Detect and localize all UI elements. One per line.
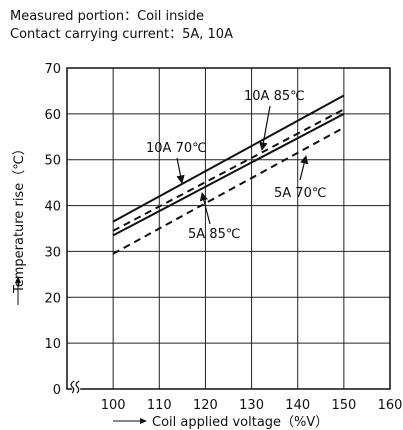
series-label-0: 10A 70℃ (146, 141, 207, 156)
x-axis-label: Coil applied voltage（%V） (152, 415, 328, 430)
y-tick-label: 60 (44, 108, 61, 123)
axis-break-mask (72, 383, 81, 395)
x-tick-label: 100 (101, 398, 126, 413)
series-label-1: 10A 85℃ (244, 89, 305, 104)
y-axis-arrow-head (15, 276, 21, 283)
x-tick-label: 130 (239, 398, 264, 413)
series-line-1 (112, 108, 345, 232)
series-label-3: 5A 85℃ (188, 227, 240, 242)
contact-current-caption: Contact carrying current：5A, 10A (10, 27, 233, 42)
y-tick-label: 30 (44, 245, 61, 260)
y-axis-label: Temperature rise（℃） (12, 142, 27, 294)
x-tick-label: 110 (147, 398, 172, 413)
y-tick-label: 70 (44, 62, 61, 77)
series-leader-0 (176, 157, 185, 184)
y-tick-label: 10 (44, 337, 61, 352)
y-tick-label: 40 (44, 200, 61, 215)
series-line-0 (112, 94, 345, 223)
series-line-2 (112, 112, 345, 237)
series-leader-3 (199, 192, 211, 225)
axis-break-mark (75, 380, 80, 394)
series-label-2: 5A 70℃ (274, 186, 326, 201)
y-tick-label: 0 (53, 383, 61, 398)
x-tick-label: 140 (285, 398, 310, 413)
x-tick-label: 160 (378, 398, 403, 413)
y-tick-label: 20 (44, 291, 61, 306)
measured-portion-caption: Measured portion：Coil inside (10, 9, 204, 24)
series-leader-1 (259, 105, 271, 151)
plot-frame (66, 67, 391, 390)
series-line-3 (112, 126, 345, 255)
y-tick-label: 50 (44, 154, 61, 169)
x-tick-label: 120 (193, 398, 218, 413)
axis-break-mark (70, 380, 75, 394)
x-tick-label: 150 (331, 398, 356, 413)
x-axis-arrow-head (140, 418, 147, 424)
series-leader-2 (299, 155, 309, 181)
